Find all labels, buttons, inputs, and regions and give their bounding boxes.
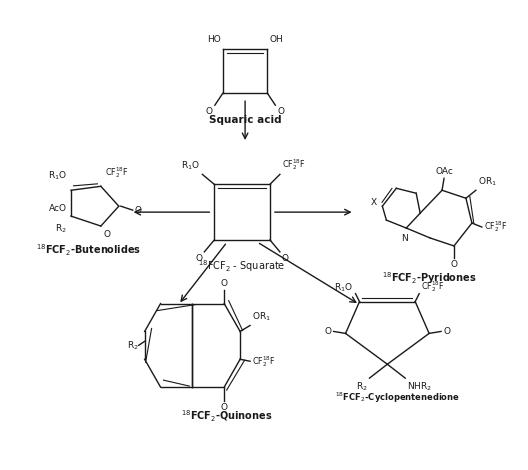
Text: $^{18}$FCF$_2$-Butenolides: $^{18}$FCF$_2$-Butenolides <box>36 242 142 258</box>
Text: R$_1$O: R$_1$O <box>181 160 200 172</box>
Text: O: O <box>282 254 289 263</box>
Text: O: O <box>135 206 142 215</box>
Text: OR$_1$: OR$_1$ <box>252 311 271 323</box>
Text: R$_2$: R$_2$ <box>55 222 67 235</box>
Text: CF$_2^{18}$F: CF$_2^{18}$F <box>105 165 129 180</box>
Text: CF$_2^{18}$F: CF$_2^{18}$F <box>421 279 445 294</box>
Text: OAc: OAc <box>435 167 453 176</box>
Text: NHR$_2$: NHR$_2$ <box>407 380 432 392</box>
Text: R$_1$O: R$_1$O <box>48 170 67 182</box>
Text: R$_1$O: R$_1$O <box>334 281 354 294</box>
Text: R$_2$: R$_2$ <box>356 380 367 392</box>
Text: R$_2$: R$_2$ <box>127 339 139 352</box>
Text: O: O <box>450 260 457 269</box>
Text: $^{18}$FCF$_2$-Pyridones: $^{18}$FCF$_2$-Pyridones <box>382 270 476 286</box>
Text: $^{18}$FCF$_2$-Cyclopentenedione: $^{18}$FCF$_2$-Cyclopentenedione <box>335 391 460 406</box>
Text: OH: OH <box>269 35 283 44</box>
Text: AcO: AcO <box>49 204 67 212</box>
Text: X: X <box>370 198 376 207</box>
Text: O: O <box>195 254 202 263</box>
Text: Squaric acid: Squaric acid <box>209 115 281 125</box>
Text: CF$_2^{18}$F: CF$_2^{18}$F <box>252 354 276 368</box>
Text: O: O <box>221 403 228 412</box>
Text: $^{18}$FCF$_2$ - Squarate: $^{18}$FCF$_2$ - Squarate <box>199 258 286 274</box>
Text: O: O <box>206 107 213 116</box>
Text: HO: HO <box>207 35 221 44</box>
Text: N: N <box>401 234 408 243</box>
Text: O: O <box>221 279 228 288</box>
Text: O: O <box>277 107 285 116</box>
Text: O: O <box>325 327 332 336</box>
Text: CF$_2^{18}$F: CF$_2^{18}$F <box>484 219 507 235</box>
Text: CF$_2^{18}$F: CF$_2^{18}$F <box>282 157 306 172</box>
Text: $^{18}$FCF$_2$-Quinones: $^{18}$FCF$_2$-Quinones <box>182 409 273 424</box>
Text: O: O <box>104 230 111 239</box>
Text: OR$_1$: OR$_1$ <box>478 176 497 188</box>
Text: O: O <box>443 327 450 336</box>
